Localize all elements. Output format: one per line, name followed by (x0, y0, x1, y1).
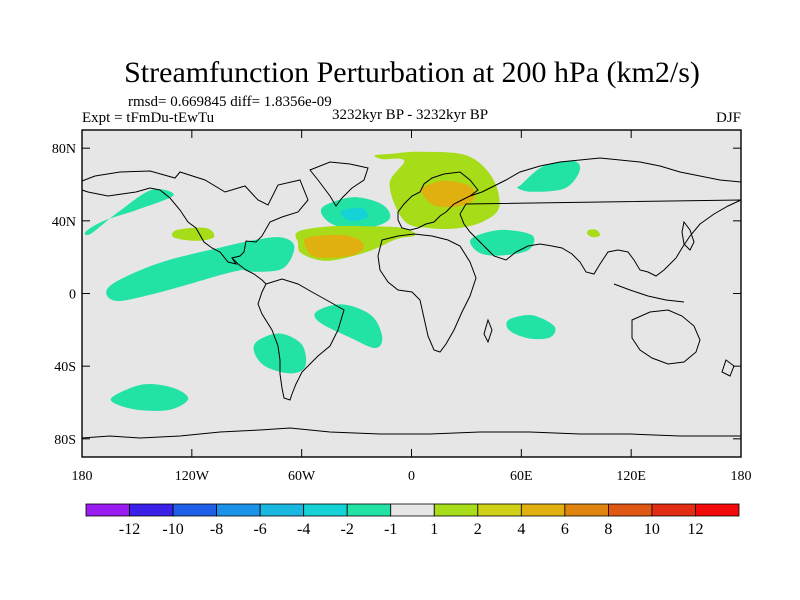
contour-fills (84, 151, 601, 411)
coast-madagascar (483, 318, 493, 344)
contour-east-pacific-band (106, 238, 276, 302)
coast-north-america (81, 170, 309, 265)
x-tick-label: 180 (72, 469, 93, 484)
y-tick-label: 80S (54, 433, 76, 448)
coast-indonesia (613, 283, 685, 303)
contour-eastern-atlantic-high (304, 234, 365, 258)
coast-europe (397, 171, 479, 231)
y-axis: 80N 40N 0 40S 80S (52, 142, 741, 448)
contour-caribbean-patch (235, 237, 295, 272)
contour-middle-east-patch (470, 229, 535, 256)
colorbar-swatch (477, 503, 522, 517)
coast-africa (377, 233, 477, 353)
season-label: DJF (716, 110, 741, 126)
experiment-label: Expt = tFmDu-tEwTu (82, 110, 215, 126)
x-tick-label: 120W (175, 469, 210, 484)
coast-asia (459, 157, 742, 277)
coast-antarctica (81, 427, 741, 439)
contour-mid-atlantic-low-core (341, 207, 369, 221)
colorbar-swatch (346, 503, 392, 517)
coast-japan (681, 220, 695, 251)
colorbar-swatch (172, 503, 217, 517)
contour-south-pacific-patch (110, 383, 189, 411)
colorbar-swatch (564, 503, 609, 517)
map-panel: 180 120W 60W 0 60E 120E 180 80N 40N 0 40S 80S (52, 129, 752, 484)
colorbar-swatch (520, 503, 566, 517)
contour-indian-ocean-patch (506, 315, 556, 340)
contour-south-atlantic-band (314, 304, 383, 348)
colorbar-swatch (695, 503, 740, 517)
colorbar-label: -12 (119, 521, 140, 538)
colorbar-swatch (216, 503, 261, 517)
colorbar-label: 12 (687, 521, 703, 538)
x-tick-label: 60W (288, 469, 316, 484)
colorbar-swatch (85, 503, 130, 517)
colorbar: -12 -10 -8 -6 -4 -2 -1 1 2 4 6 8 10 12 (85, 503, 740, 538)
y-tick-label: 80N (52, 142, 76, 157)
y-tick-label: 0 (69, 288, 76, 303)
colorbar-swatch (303, 503, 348, 517)
colorbar-swatch (608, 503, 653, 517)
colorbar-label: -1 (384, 521, 397, 538)
chart-title: Streamfunction Perturbation at 200 hPa (… (124, 56, 700, 89)
colorbar-label: -10 (162, 521, 183, 538)
colorbar-label: 4 (517, 521, 525, 538)
colorbar-swatch (433, 503, 479, 517)
colorbar-swatch (259, 503, 305, 517)
colorbar-swatch (390, 503, 435, 517)
colorbar-label: -6 (253, 521, 266, 538)
y-tick-label: 40S (54, 360, 76, 375)
period-label: 3232kyr BP - 3232kyr BP (332, 107, 488, 123)
x-axis: 180 120W 60W 0 60E 120E 180 (72, 130, 752, 484)
coast-south-america (257, 278, 345, 401)
coast-new-zealand (721, 359, 735, 377)
y-tick-label: 40N (52, 215, 76, 230)
colorbar-swatch (651, 503, 696, 517)
colorbar-label: 8 (604, 521, 612, 538)
coast-australia (631, 309, 701, 365)
x-tick-label: 180 (731, 469, 752, 484)
coastlines (81, 157, 742, 439)
colorbar-label: -2 (341, 521, 354, 538)
colorbar-swatch (129, 503, 174, 517)
coast-central-america (231, 257, 267, 285)
x-tick-label: 0 (408, 469, 415, 484)
colorbar-label: -8 (210, 521, 223, 538)
colorbar-label: 6 (561, 521, 569, 538)
x-tick-label: 120E (616, 469, 646, 484)
stats-line: rmsd= 0.669845 diff= 1.8356e-09 (128, 94, 332, 110)
x-tick-label: 60E (510, 469, 533, 484)
contour-siberia-patch (516, 160, 581, 192)
colorbar-label: 2 (474, 521, 482, 538)
colorbar-label: -4 (297, 521, 310, 538)
coast-greenland (309, 161, 369, 207)
contour-south-asia-speck (587, 229, 601, 238)
colorbar-label: 10 (644, 521, 660, 538)
contour-gulf-of-mexico-high (171, 227, 215, 241)
contour-north-pacific-blob (84, 189, 174, 236)
colorbar-label: 1 (430, 521, 438, 538)
contour-argentina-patch (253, 333, 307, 374)
